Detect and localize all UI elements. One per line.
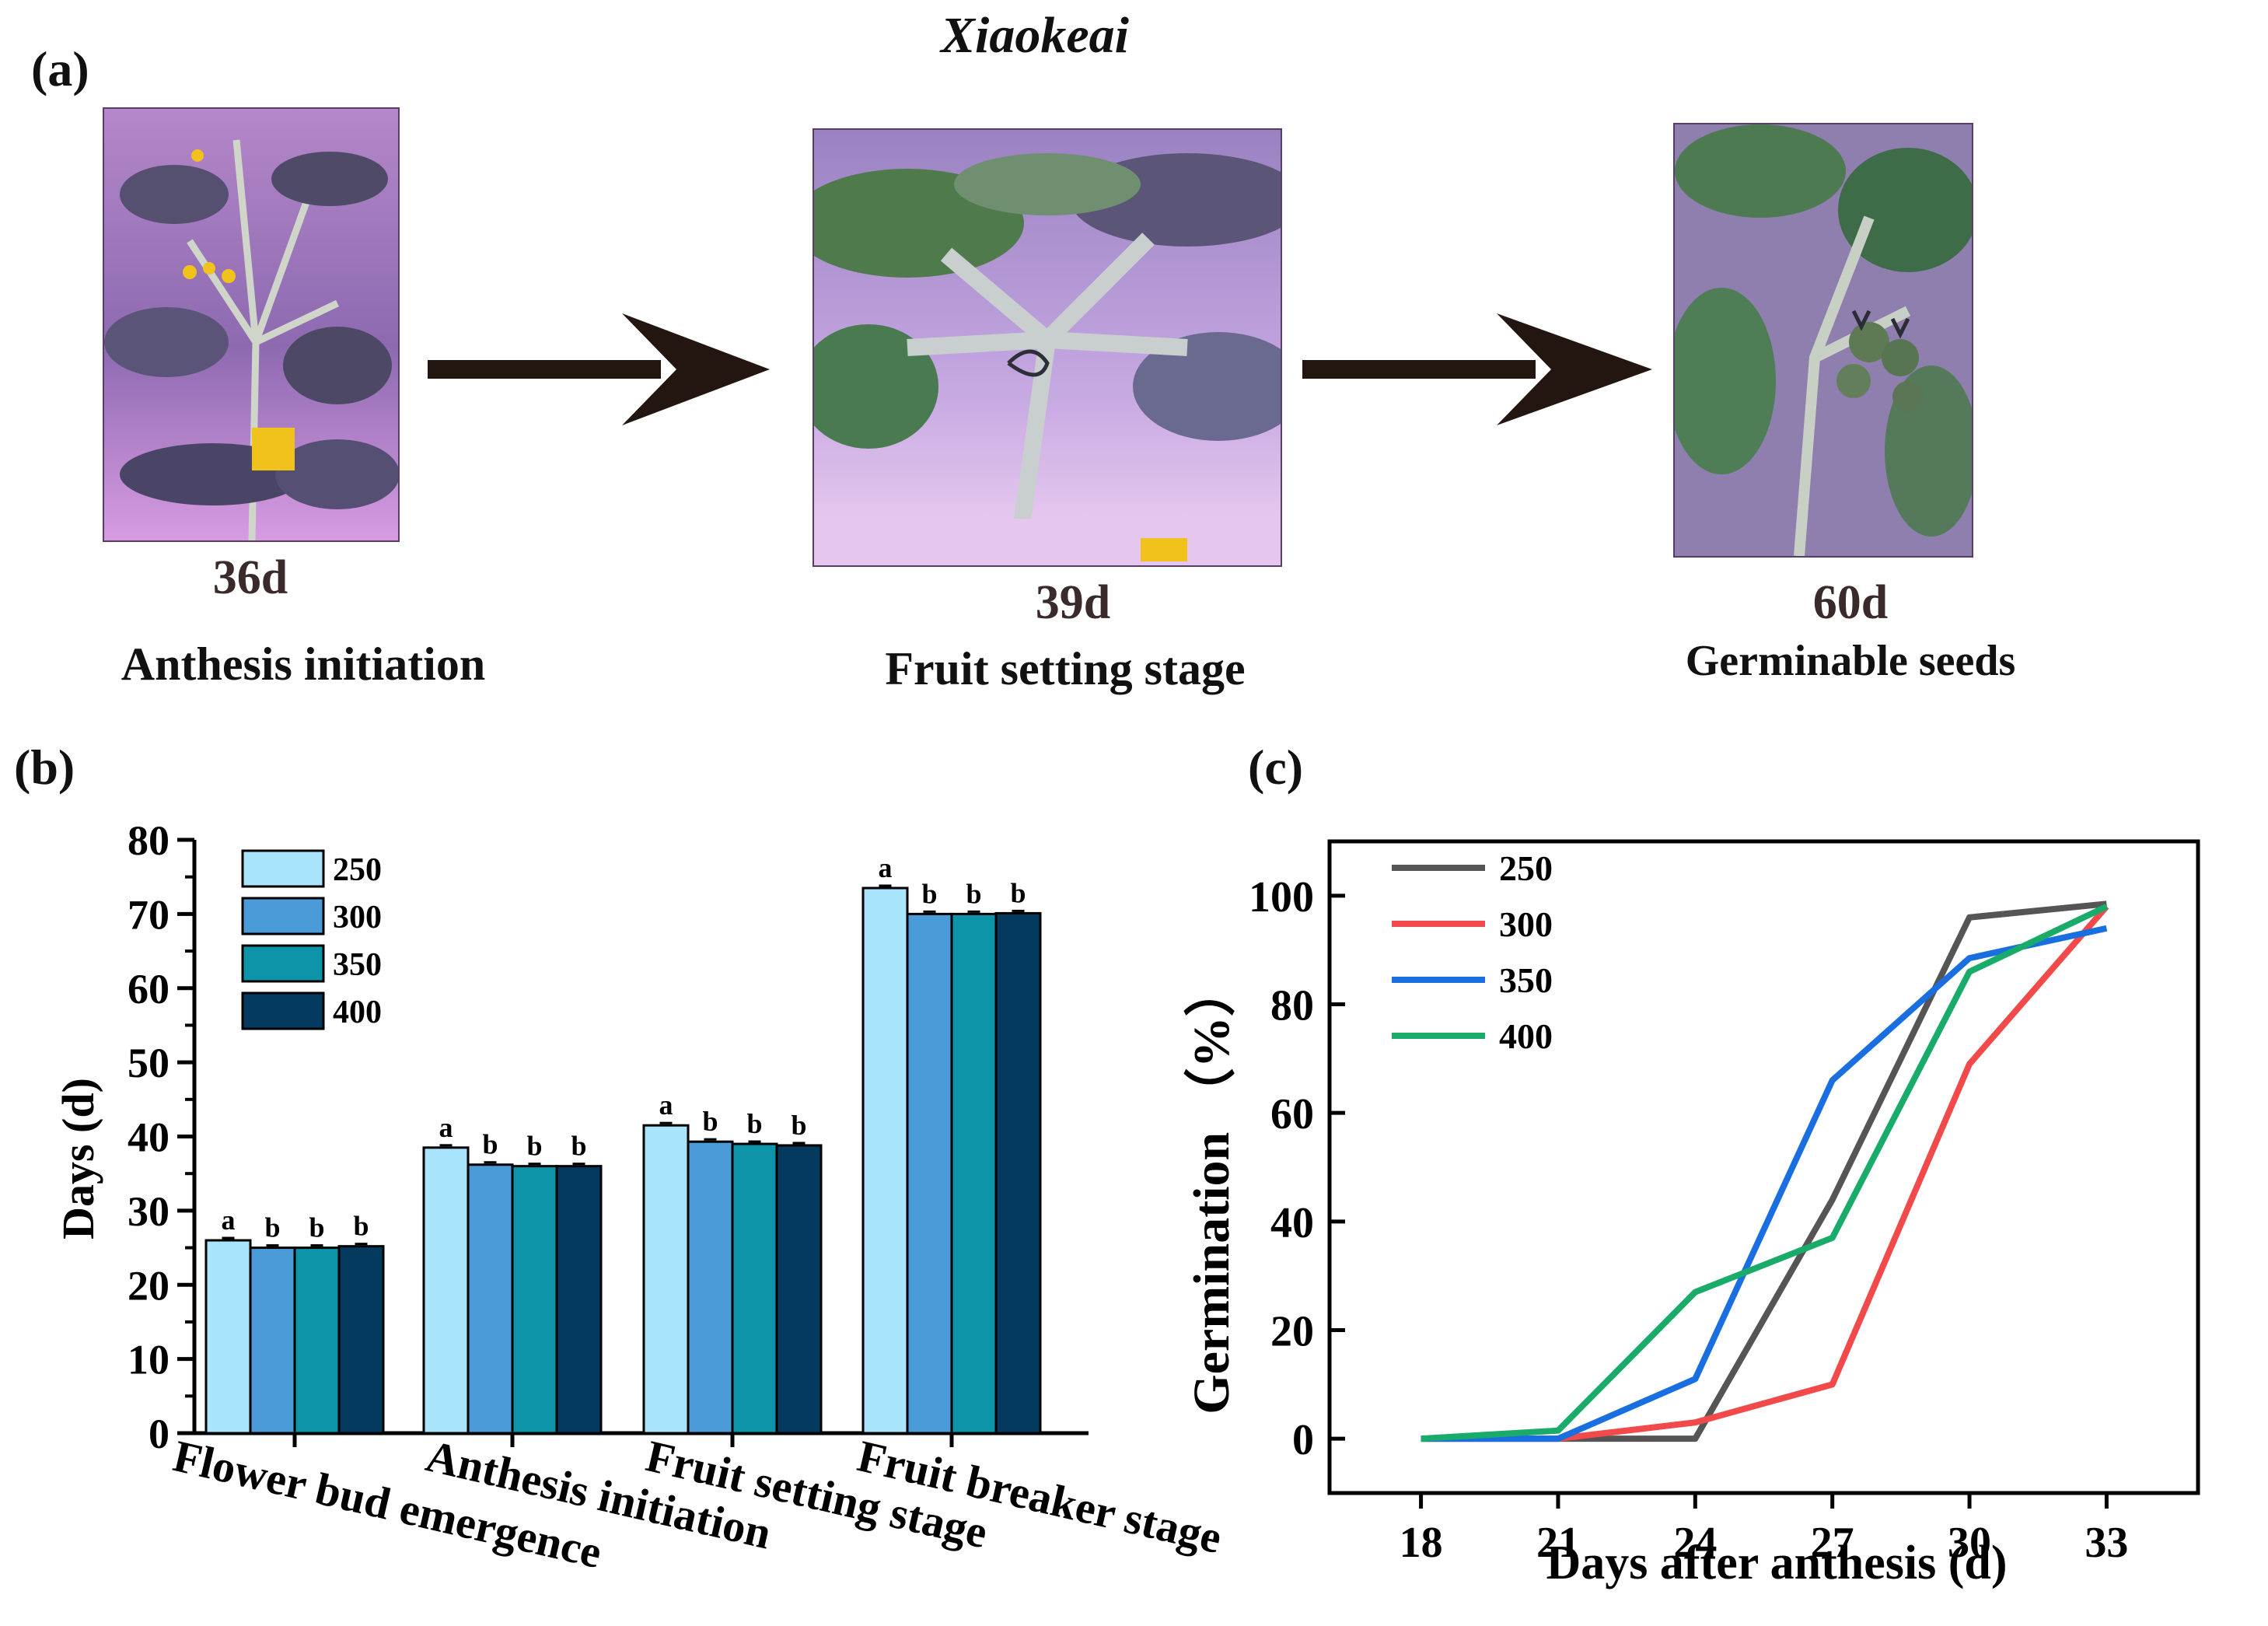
legend-label: 350 <box>333 947 382 983</box>
arrow-right-icon <box>1302 313 1652 425</box>
significance-letter: b <box>264 1212 280 1243</box>
y-tick-label: 10 <box>128 1337 169 1383</box>
x-tick-label: 27 <box>1811 1519 1854 1567</box>
significance-letter: b <box>966 878 981 909</box>
x-tick-label: 18 <box>1400 1519 1443 1567</box>
y-tick-label: 0 <box>1292 1416 1314 1464</box>
legend-label: 300 <box>1499 904 1553 944</box>
stage-label-anthesis: Anthesis initiation <box>121 638 486 690</box>
x-tick-label: 30 <box>1948 1519 1991 1567</box>
series-line-400 <box>1421 904 2109 1442</box>
y-tick-label: 40 <box>128 1114 169 1161</box>
bar-400 <box>337 1245 385 1435</box>
legend-label: 350 <box>1499 960 1553 1000</box>
y-tick-label: 40 <box>1270 1199 1314 1247</box>
x-tick-label: 33 <box>2085 1519 2128 1567</box>
significance-letter: a <box>222 1205 236 1236</box>
significance-letter: b <box>702 1106 718 1137</box>
series-line-350 <box>1421 925 2108 1442</box>
panel-label-c: (c) <box>1248 740 1304 795</box>
y-tick-label: 100 <box>1249 873 1314 921</box>
x-tick-label: 24 <box>1673 1519 1717 1567</box>
significance-letter: b <box>921 878 937 909</box>
x-axis-label: Days after anthesis (d) <box>1546 1537 2008 1589</box>
line-chart: Germination （%） Days after anthesis (d) … <box>1183 839 2200 1589</box>
significance-letter: a <box>439 1112 453 1143</box>
legend-label: 250 <box>1499 848 1553 888</box>
cultivar-title: Xiaokeai <box>941 7 1129 64</box>
bar-300 <box>906 912 953 1435</box>
day-label-36d: 36d <box>212 551 288 604</box>
significance-letter: b <box>353 1211 369 1242</box>
panel-label-a: (a) <box>31 41 89 96</box>
y-tick-label: 30 <box>128 1188 169 1235</box>
bar-250 <box>642 1124 690 1435</box>
y-tick-label: 0 <box>149 1411 169 1457</box>
significance-letter: a <box>879 852 893 883</box>
tomato-plant-green-fruit-photo <box>1673 123 1973 558</box>
bar-300 <box>249 1247 296 1435</box>
significance-letter: b <box>526 1131 542 1162</box>
significance-letter: a <box>659 1089 673 1121</box>
significance-letter: b <box>309 1212 324 1243</box>
legend-label: 300 <box>333 900 382 935</box>
y-axis-label: Days (d) <box>53 1078 103 1240</box>
bar-300 <box>467 1163 514 1435</box>
legend-label: 400 <box>333 995 382 1030</box>
significance-letter: b <box>1010 877 1026 908</box>
legend-label: 250 <box>333 852 382 888</box>
legend-swatch-400 <box>241 991 325 1030</box>
bar-350 <box>950 912 998 1435</box>
bar-350 <box>731 1142 778 1435</box>
y-tick-label: 70 <box>128 891 169 938</box>
y-tick-label: 20 <box>128 1262 169 1309</box>
x-tick-label: 21 <box>1536 1519 1580 1567</box>
legend-label: 400 <box>1499 1016 1553 1056</box>
significance-letter: b <box>746 1108 762 1139</box>
legend-swatch-350 <box>241 944 325 983</box>
bar-400 <box>775 1144 823 1435</box>
y-tick-label: 80 <box>128 817 169 864</box>
y-axis-label: Germination （%） <box>1183 965 1240 1414</box>
legend-swatch-250 <box>241 849 325 888</box>
significance-letter: b <box>791 1110 806 1141</box>
bar-250 <box>422 1146 470 1435</box>
y-tick-label: 60 <box>128 966 169 1012</box>
panel-label-b: (b) <box>14 740 75 795</box>
arrow-right-icon <box>428 313 770 425</box>
day-label-60d: 60d <box>1812 576 1889 629</box>
bar-400 <box>555 1165 603 1435</box>
bar-350 <box>511 1165 558 1435</box>
y-tick-label: 20 <box>1270 1308 1314 1356</box>
significance-letter: b <box>571 1131 586 1162</box>
bar-250 <box>861 886 909 1435</box>
bar-400 <box>994 911 1042 1435</box>
y-tick-label: 80 <box>1270 982 1314 1030</box>
bar-300 <box>687 1140 734 1435</box>
tomato-plant-fruit-set-photo <box>812 128 1282 567</box>
day-label-39d: 39d <box>1035 576 1111 629</box>
stage-label-germinable-seeds: Germinable seeds <box>1685 637 2016 685</box>
legend-swatch-300 <box>241 897 325 935</box>
bar-250 <box>204 1239 252 1435</box>
stage-label-fruit-setting: Fruit setting stage <box>885 643 1246 694</box>
y-tick-label: 50 <box>128 1040 169 1086</box>
tomato-plant-flowering-photo <box>103 107 400 542</box>
y-tick-label: 60 <box>1270 1090 1314 1138</box>
significance-letter: b <box>482 1129 498 1160</box>
bar-350 <box>293 1247 341 1435</box>
